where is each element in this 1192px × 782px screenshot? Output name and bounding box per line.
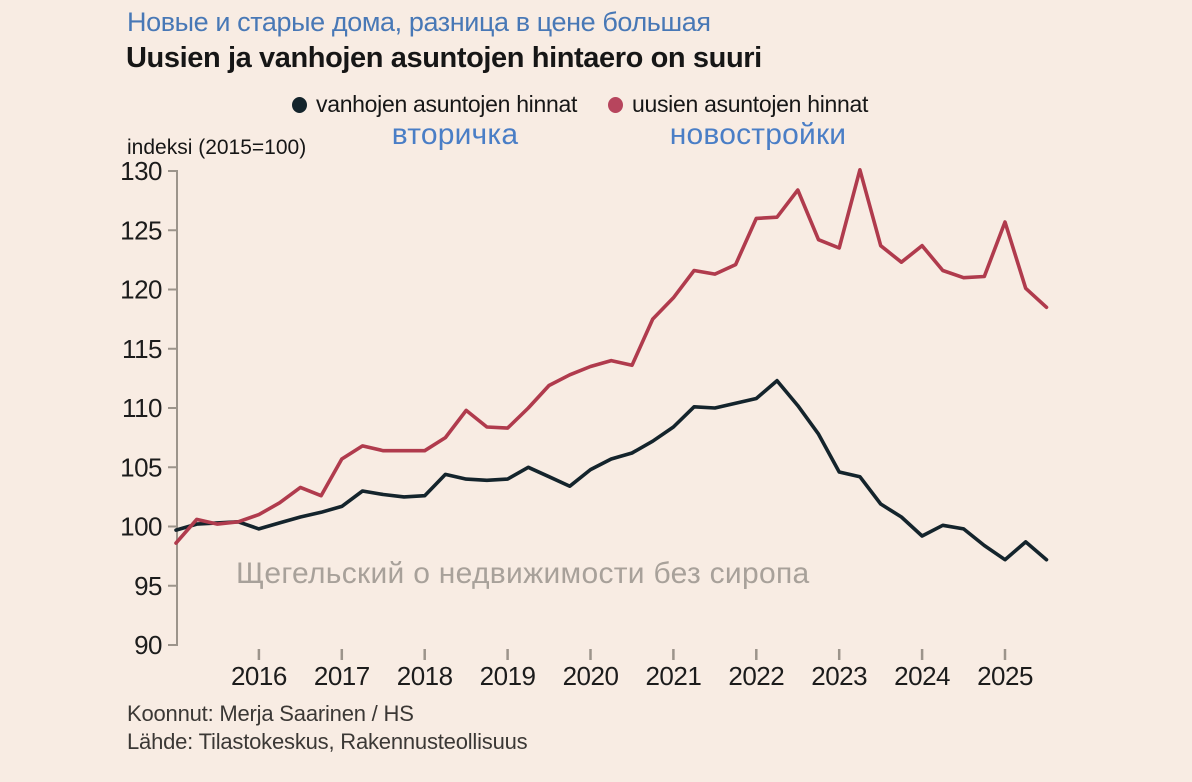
annotation-vtorichka: вторичка (391, 118, 519, 151)
legend-dot-uusien-icon (608, 96, 623, 113)
legend-item-uusien: uusien asuntojen hinnat (608, 91, 868, 118)
y-tick-label: 125 (120, 215, 162, 245)
legend-label-vanhojen: vanhojen asuntojen hinnat (316, 91, 578, 117)
y-tick-label: 95 (134, 571, 162, 601)
title-russian: Новые и старые дома, разница в цене боль… (127, 7, 711, 37)
legend-item-vanhojen: vanhojen asuntojen hinnat (292, 91, 577, 118)
x-tick-label: 2017 (314, 661, 370, 691)
y-tick-label: 120 (120, 275, 162, 305)
annotation-novostroyki: новостройки (669, 118, 847, 151)
x-tick-label: 2020 (563, 661, 619, 691)
y-tick-label: 100 (120, 512, 162, 542)
x-tick-label: 2019 (480, 661, 536, 691)
series-line-vanhojen (174, 378, 1049, 562)
x-tick-label: 2021 (645, 661, 701, 691)
x-tick-label: 2018 (397, 661, 453, 691)
y-tick-label: 115 (122, 334, 162, 364)
title-finnish: Uusien ja vanhojen asuntojen hintaero on… (126, 42, 762, 74)
y-axis-note: indeksi (2015=100) (127, 136, 307, 159)
y-tick-label: 90 (134, 630, 162, 660)
footer-credit: Koonnut: Merja Saarinen / HS (127, 701, 414, 726)
legend-label-uusien: uusien asuntojen hinnat (632, 91, 869, 117)
series-line-uusien (174, 168, 1049, 545)
legend-dot-vanhojen-icon (292, 96, 307, 113)
x-tick-label: 2016 (231, 661, 287, 691)
y-tick-label: 130 (120, 156, 162, 186)
y-tick-label: 110 (122, 393, 162, 423)
x-tick-label: 2023 (811, 661, 867, 691)
footer-source: Lähde: Tilastokeskus, Rakennusteollisuus (127, 729, 528, 754)
watermark: Щегельский о недвижимости без сиропа (236, 557, 810, 590)
x-tick-label: 2024 (894, 661, 950, 691)
x-tick-label: 2025 (977, 661, 1033, 691)
x-tick-label: 2022 (728, 661, 784, 691)
y-tick-label: 105 (120, 452, 162, 482)
